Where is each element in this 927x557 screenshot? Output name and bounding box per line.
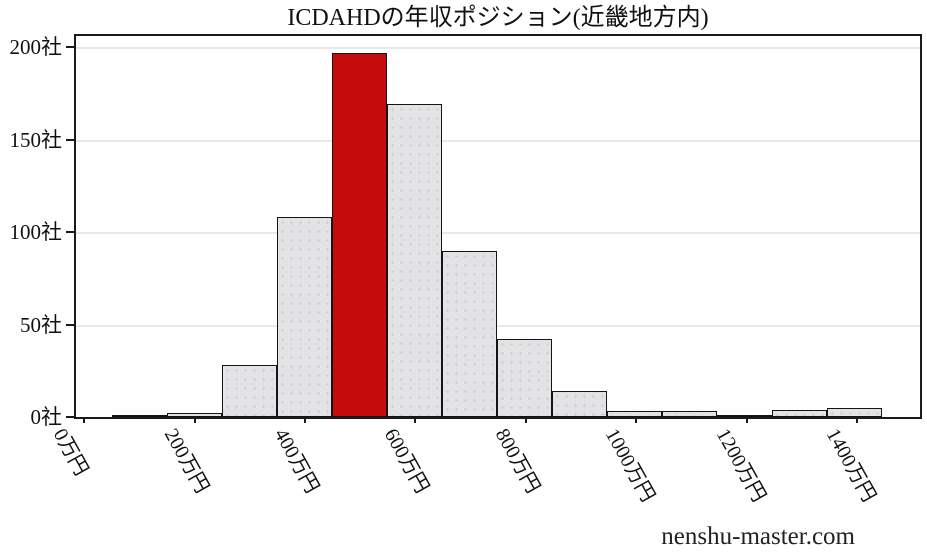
x-tick-1200 [745, 417, 748, 423]
y-tick-0 [66, 416, 74, 418]
y-tick-200 [66, 46, 74, 49]
bar-150-250 [166, 413, 222, 417]
x-tick-label: 0万円 [48, 425, 93, 480]
plot-inner [76, 36, 920, 417]
x-tick-1400 [856, 417, 858, 423]
x-tick-label: 200万円 [159, 425, 213, 497]
bar-850-950 [552, 391, 608, 417]
bar-250-350 [221, 365, 277, 417]
y-tick-label: 50社 [20, 312, 62, 337]
y-tick-150 [66, 138, 74, 141]
gridline-200 [76, 47, 920, 50]
gridline-100 [76, 232, 920, 235]
y-tick-label: 100社 [9, 220, 63, 245]
bar-950-1050 [607, 411, 663, 417]
bar-1150-1250 [717, 415, 773, 417]
y-tick-100 [66, 231, 74, 234]
watermark-text: nenshu-master.com [661, 523, 855, 550]
bar-1250-1350 [772, 409, 828, 417]
y-tick-label: 150社 [9, 127, 63, 152]
bar-50-150 [111, 415, 167, 417]
bar-350-450 [276, 217, 332, 417]
x-tick-600 [414, 417, 417, 423]
bar-650-750 [442, 250, 498, 417]
highlight-bar-450-550 [331, 52, 387, 417]
x-tick-label: 400万円 [269, 425, 323, 497]
bar-1350-1450 [827, 407, 883, 417]
y-tick-label: 0社 [30, 405, 63, 429]
x-tick-400 [304, 417, 306, 423]
x-tick-label: 800万円 [490, 425, 544, 497]
x-tick-label: 600万円 [380, 425, 434, 497]
x-tick-label: 1400万円 [821, 425, 880, 506]
gridline-150 [76, 139, 920, 142]
y-tick-50 [66, 323, 74, 326]
y-tick-label: 200社 [9, 35, 63, 60]
x-tick-200 [193, 417, 196, 423]
plot-area [74, 34, 922, 419]
x-tick-1000 [635, 417, 638, 423]
gridline-50 [76, 324, 920, 327]
bar-1050-1150 [662, 411, 718, 417]
bar-550-650 [386, 104, 442, 417]
bar-750-850 [497, 339, 553, 417]
chart-title: ICDAHDの年収ポジション(近畿地方内) [287, 5, 709, 31]
x-tick-label: 1000万円 [600, 425, 659, 506]
x-tick-0 [83, 417, 86, 423]
x-tick-800 [524, 417, 527, 423]
x-tick-label: 1200万円 [711, 425, 770, 506]
